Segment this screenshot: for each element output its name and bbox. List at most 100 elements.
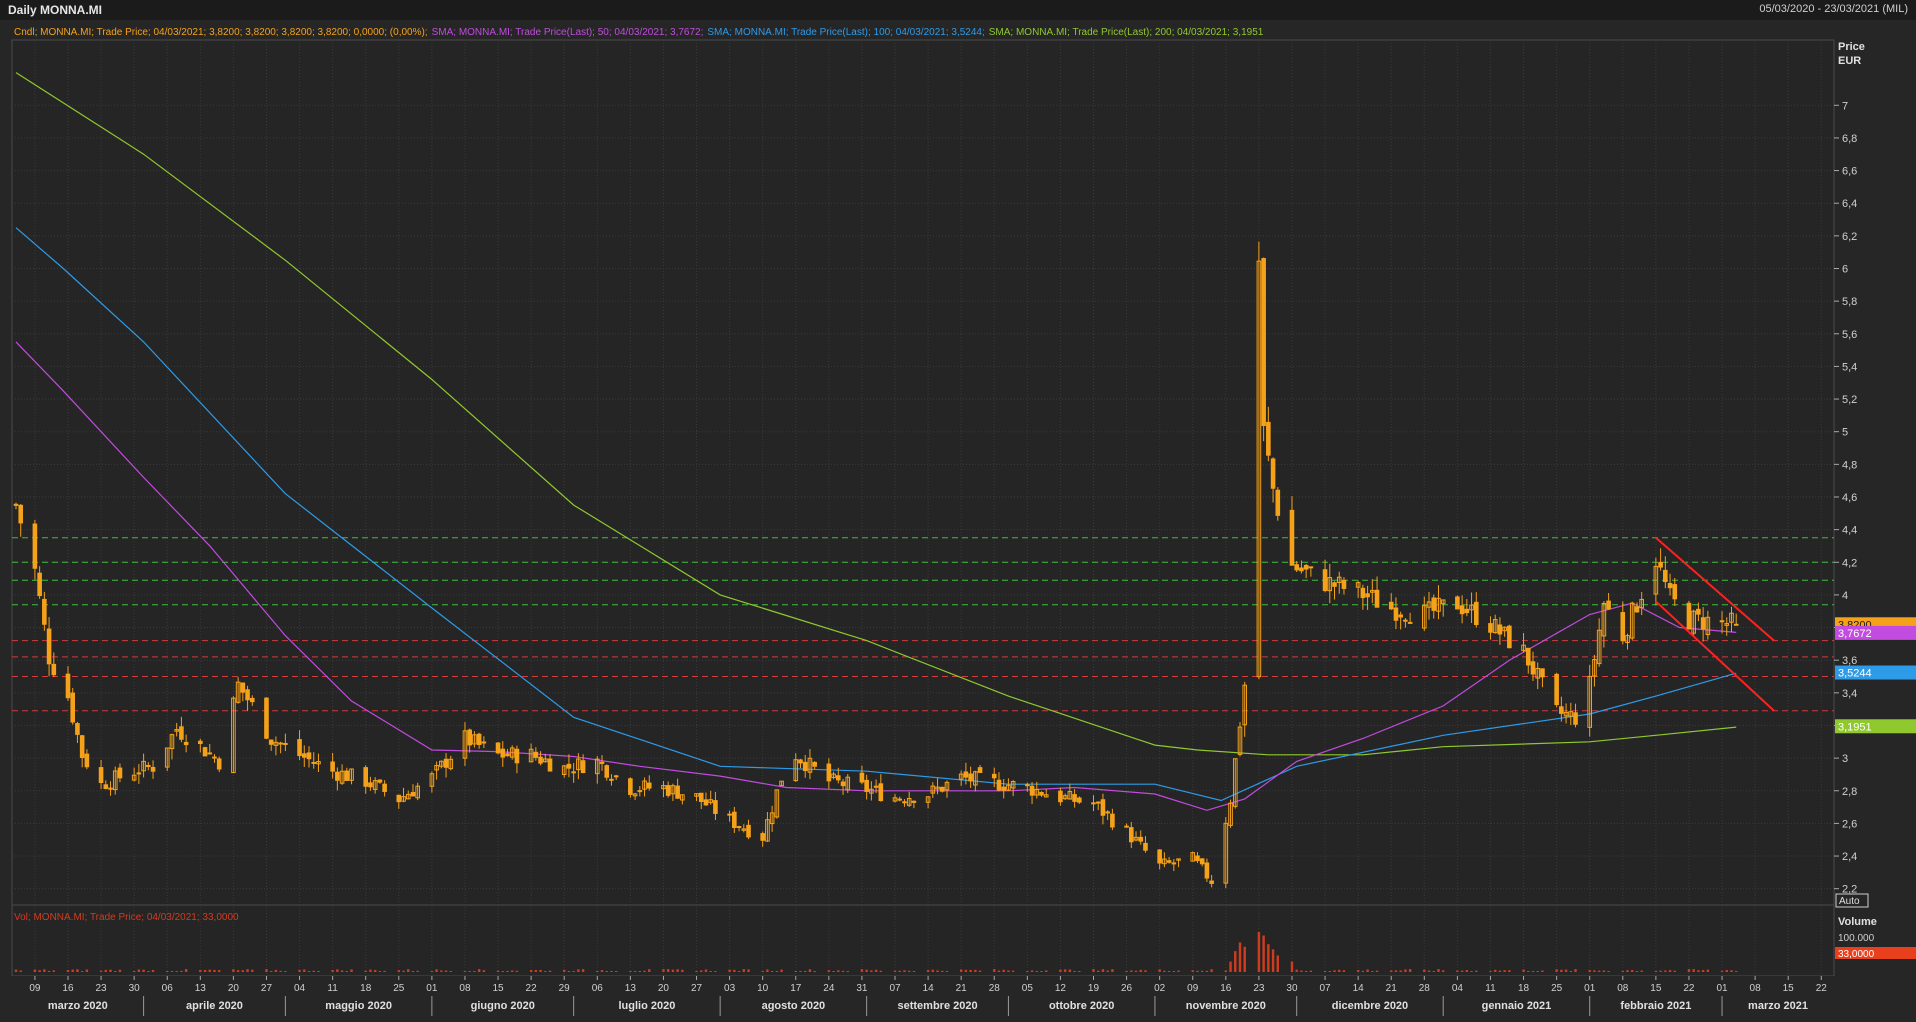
candle-body xyxy=(1332,582,1337,587)
candle-body xyxy=(1639,598,1644,609)
candle-body xyxy=(240,682,246,693)
volume-bar xyxy=(1371,971,1374,972)
volume-bar xyxy=(383,970,386,972)
candle-body xyxy=(179,726,184,740)
volume-bar xyxy=(1503,970,1506,972)
candle-body xyxy=(1554,673,1559,706)
volume-bar xyxy=(562,969,566,972)
volume-bar xyxy=(903,970,906,972)
date-tick-label: 26 xyxy=(1121,983,1133,994)
volume-bar xyxy=(1602,970,1606,972)
candle-body xyxy=(1100,799,1106,816)
candle-body xyxy=(1124,825,1129,828)
volume-bar xyxy=(1423,969,1426,972)
volume-bar xyxy=(974,969,977,972)
date-tick-label: 27 xyxy=(691,983,703,994)
candle-body xyxy=(1667,583,1673,589)
price-chart[interactable]: 7 6,8 6,6 6,4 6,2 6 5,8 5,6 5,4 5,2 5 4,8 4,6 4,4 4,2 4… xyxy=(0,20,1916,1022)
candle-body xyxy=(1407,621,1413,624)
price-tick-label: 3,4 xyxy=(1842,688,1857,700)
volume-bar xyxy=(997,970,1001,972)
candle-body xyxy=(1242,684,1248,726)
candle-body xyxy=(944,781,950,791)
volume-bar xyxy=(104,969,107,972)
candle-body xyxy=(500,748,506,758)
candle-body xyxy=(694,793,699,797)
volume-bar xyxy=(1531,971,1535,972)
candle-body xyxy=(538,756,543,764)
candle-body xyxy=(1062,795,1068,800)
candle-body xyxy=(1530,661,1536,675)
candle-body xyxy=(1034,788,1040,796)
date-tick-label: 21 xyxy=(1386,983,1398,994)
candle-body xyxy=(415,785,420,799)
volume-bar xyxy=(544,971,547,972)
date-tick-label: 22 xyxy=(1683,983,1695,994)
date-tick-label: 08 xyxy=(1617,983,1629,994)
volume-bar xyxy=(416,970,419,972)
date-tick-label: 16 xyxy=(62,983,74,994)
candle-body xyxy=(1303,564,1309,570)
volume-bar xyxy=(1045,970,1048,972)
candle-body xyxy=(103,784,109,789)
volume-bar xyxy=(1635,971,1639,972)
volume-bar xyxy=(926,969,930,972)
volume-bar xyxy=(180,970,183,972)
month-label: aprile 2020 xyxy=(186,1000,243,1012)
candle-body xyxy=(301,753,307,758)
candle-body xyxy=(760,833,765,841)
candle-body xyxy=(401,796,406,802)
candle-body xyxy=(973,771,978,786)
volume-bar xyxy=(581,969,585,972)
month-label: marzo 2021 xyxy=(1748,1000,1808,1012)
volume-bar xyxy=(463,971,467,972)
date-tick-label: 02 xyxy=(1154,983,1166,994)
candle-body xyxy=(316,761,321,765)
trend-channel-line xyxy=(1655,537,1775,642)
candle-body xyxy=(514,748,520,764)
price-tick-label: 6,8 xyxy=(1842,133,1857,145)
date-tick-label: 13 xyxy=(625,983,637,994)
volume-bar xyxy=(1271,949,1275,972)
date-tick-label: 09 xyxy=(29,983,41,994)
price-tick-label: 6,6 xyxy=(1842,166,1857,178)
candle-body xyxy=(1223,822,1229,884)
candle-body xyxy=(798,759,803,764)
volume-bar xyxy=(700,970,703,972)
volume-bar xyxy=(1697,970,1700,972)
candle-body xyxy=(661,785,666,790)
volume-bar xyxy=(1309,970,1313,972)
volume-bar xyxy=(1300,970,1303,972)
date-tick-label: 21 xyxy=(956,983,968,994)
volume-bar xyxy=(1687,969,1691,972)
volume-bar xyxy=(1735,971,1738,972)
title-bar: Daily MONNA.MI 05/03/2020 - 23/03/2021 (… xyxy=(0,0,1916,21)
auto-scale-button xyxy=(1835,893,1869,908)
candle-body xyxy=(1266,421,1271,456)
volume-bar xyxy=(572,971,575,972)
candle-body xyxy=(1426,601,1432,608)
candle-body xyxy=(75,723,80,735)
candle-body xyxy=(892,797,898,802)
candle-body xyxy=(18,504,24,524)
date-tick-label: 20 xyxy=(228,983,240,994)
date-tick-label: 19 xyxy=(1088,983,1100,994)
volume-bar xyxy=(265,969,268,972)
volume-bar xyxy=(66,969,70,972)
candle-body xyxy=(509,747,515,758)
date-tick-label: 11 xyxy=(327,983,338,994)
candle-body xyxy=(108,787,113,790)
volume-bar xyxy=(1442,970,1445,972)
candle-body xyxy=(481,741,487,744)
candle-body xyxy=(37,572,42,597)
volume-bar xyxy=(1621,970,1624,972)
volume-bar xyxy=(1437,969,1440,972)
volume-bar xyxy=(1224,970,1228,972)
candle-body xyxy=(594,758,600,775)
volume-bar xyxy=(246,969,249,972)
volume-bar xyxy=(879,970,883,972)
candle-body xyxy=(1388,601,1394,610)
date-tick-label: 27 xyxy=(261,983,273,994)
volume-bar xyxy=(780,969,783,972)
candle-body xyxy=(779,780,784,787)
